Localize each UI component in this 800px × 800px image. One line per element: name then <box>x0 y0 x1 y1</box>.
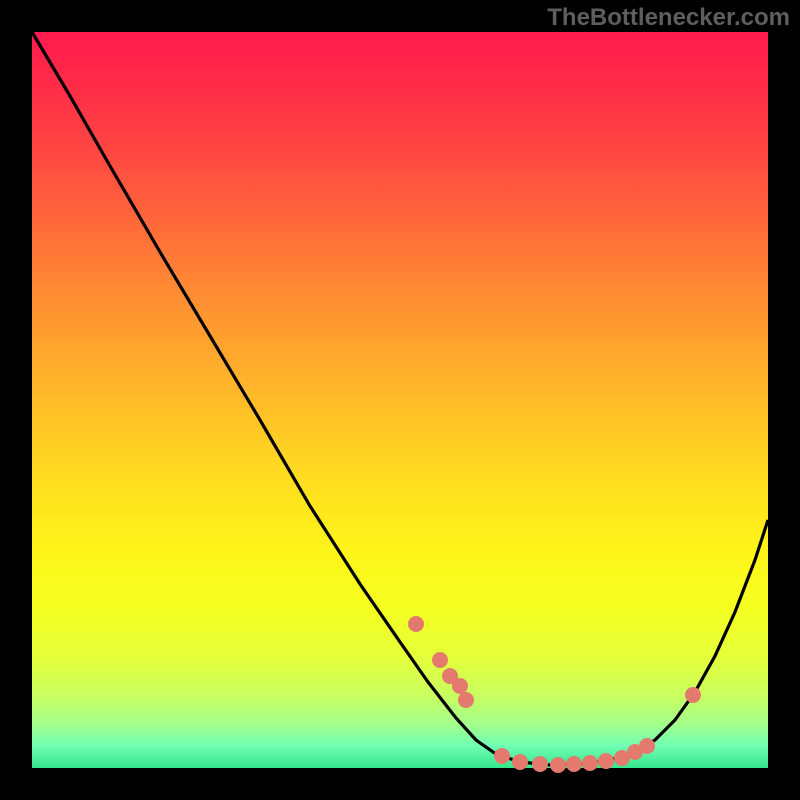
data-marker <box>685 687 701 703</box>
bottleneck-chart <box>0 0 800 800</box>
data-marker <box>512 754 528 770</box>
data-marker <box>566 756 582 772</box>
data-marker <box>452 678 468 694</box>
data-marker <box>582 755 598 771</box>
data-marker <box>550 757 566 773</box>
data-marker <box>639 738 655 754</box>
gradient-background <box>32 32 768 768</box>
data-marker <box>432 652 448 668</box>
data-marker <box>532 756 548 772</box>
data-marker <box>458 692 474 708</box>
data-marker <box>408 616 424 632</box>
data-marker <box>494 748 510 764</box>
watermark-text: TheBottlenecker.com <box>547 4 790 32</box>
data-marker <box>598 753 614 769</box>
